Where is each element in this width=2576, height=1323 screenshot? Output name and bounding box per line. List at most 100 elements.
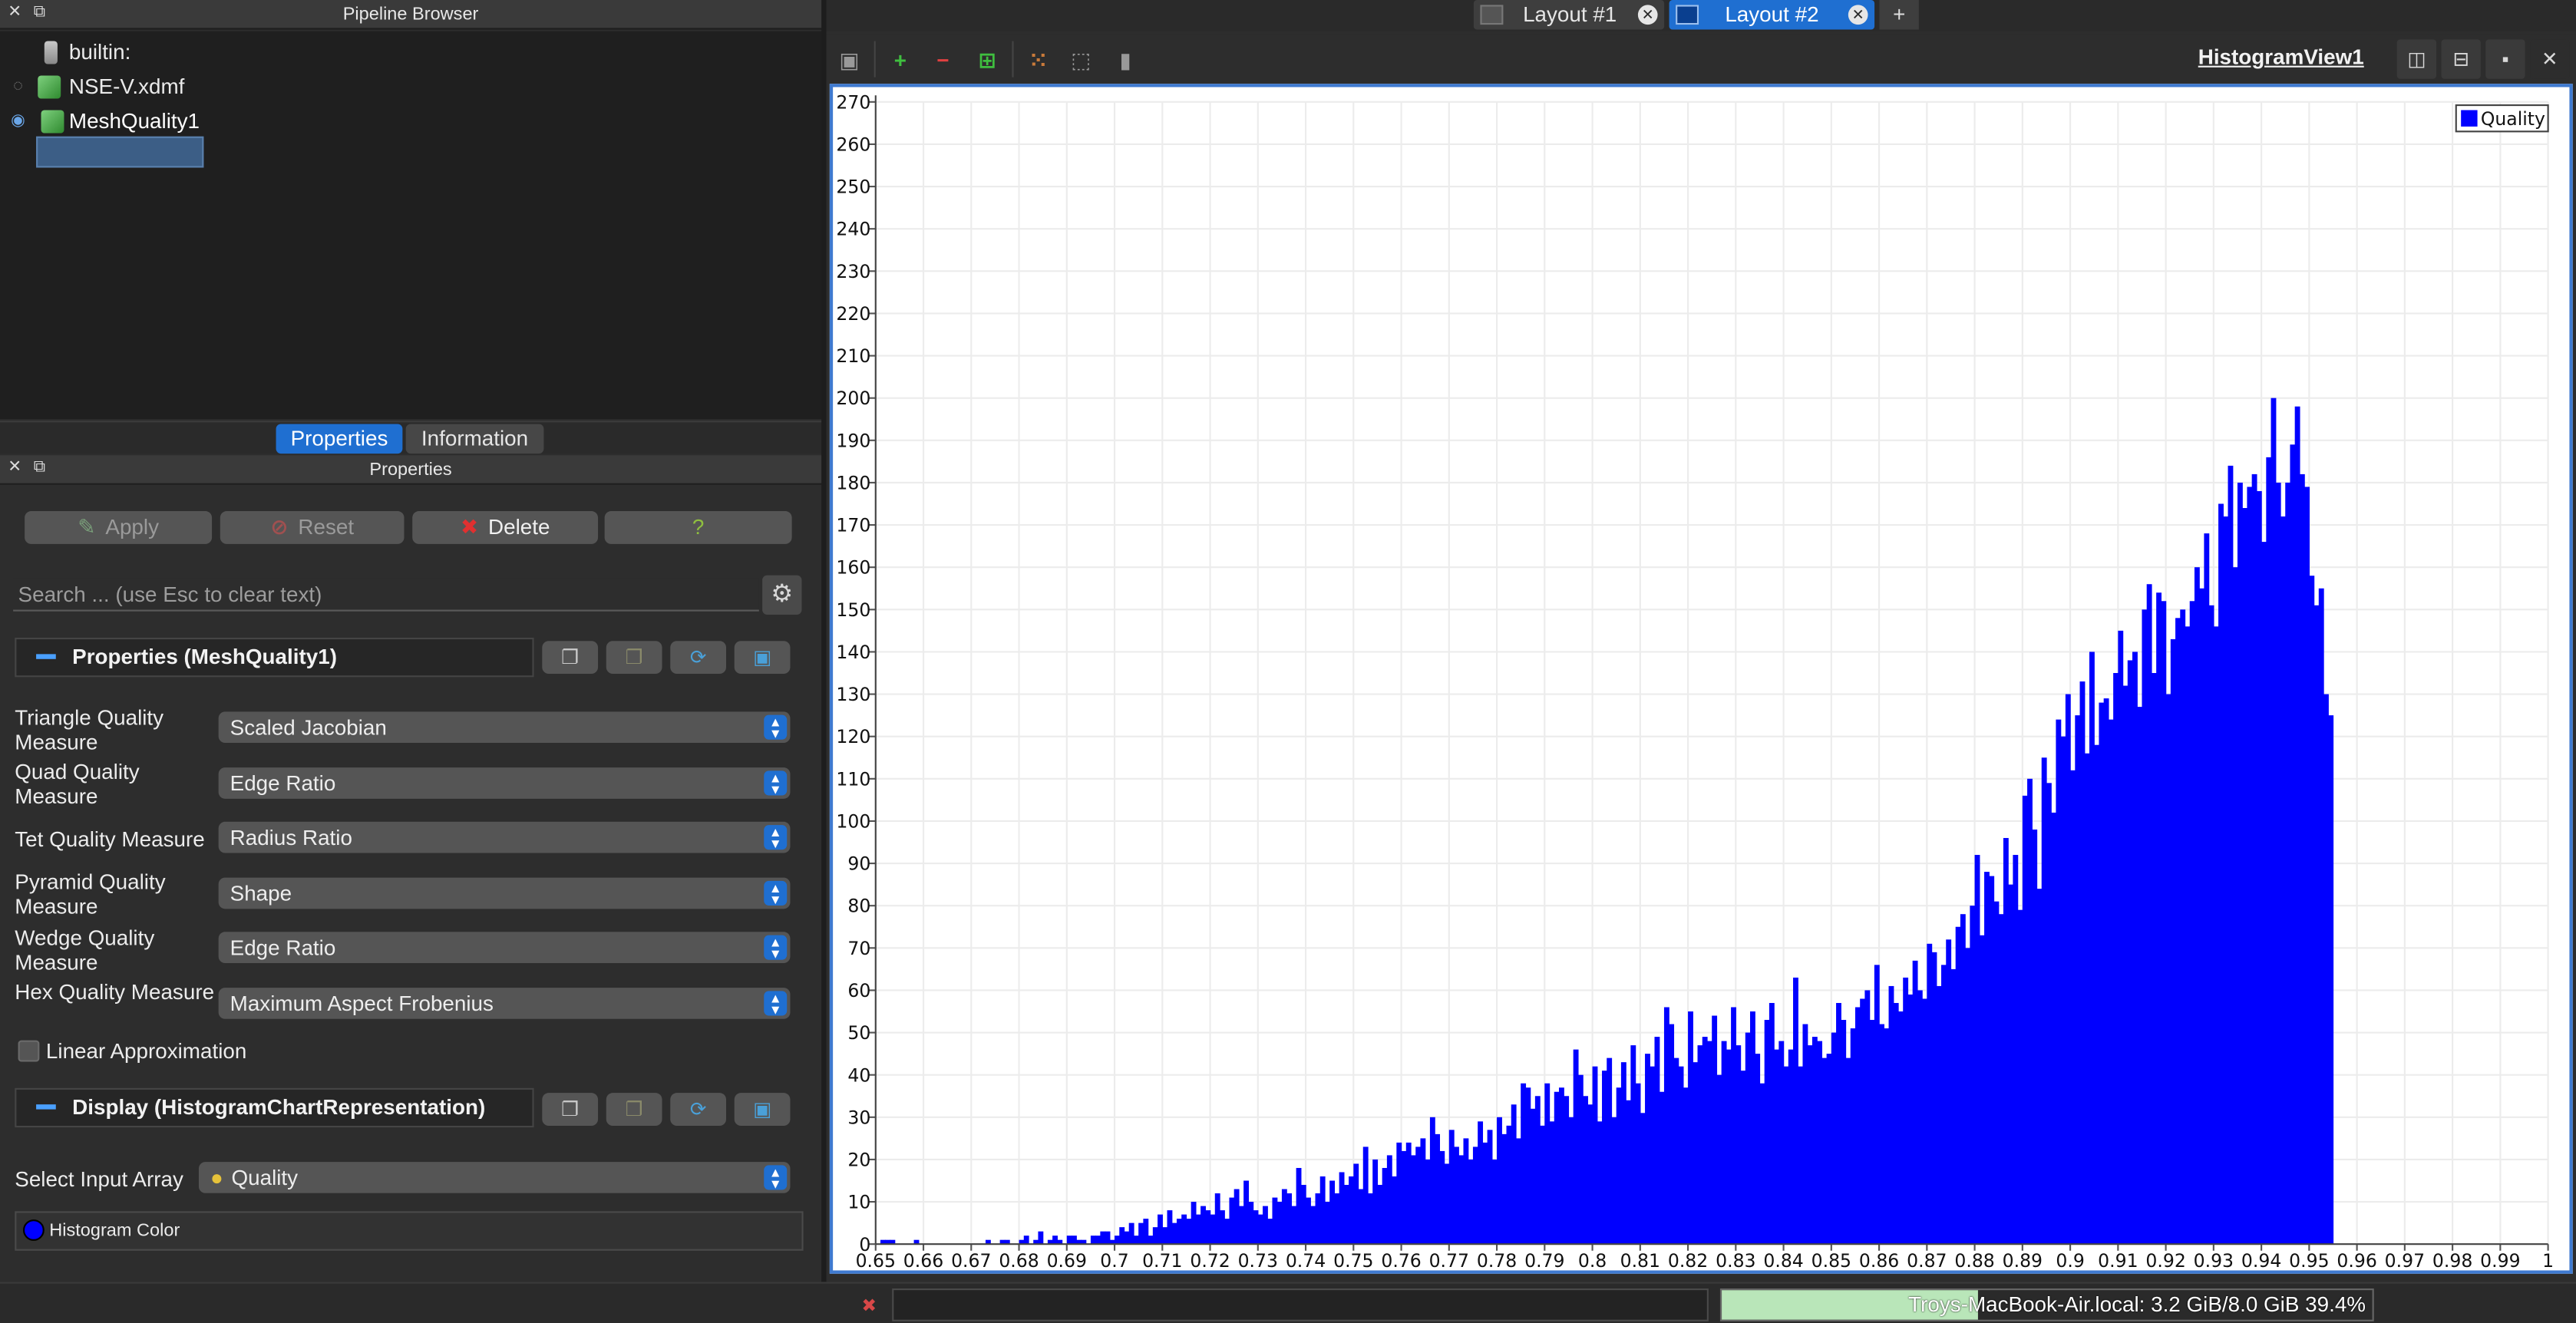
pipeline-tree[interactable]: builtin: ◌ NSE-V.xdmf ◉ MeshQuality1 bbox=[0, 31, 822, 420]
histogram-bar bbox=[1329, 1180, 1336, 1245]
histogram-bar bbox=[1525, 1087, 1531, 1245]
histogram-color-button[interactable]: Histogram Color bbox=[15, 1211, 804, 1251]
histogram-bar bbox=[1965, 948, 1971, 1245]
tab-label: Layout #1 bbox=[1523, 2, 1617, 27]
split-vertical-icon[interactable]: ⊟ bbox=[2441, 39, 2481, 79]
eye-hidden-icon[interactable]: ◌ bbox=[13, 77, 23, 96]
close-tab-icon[interactable]: ✕ bbox=[1848, 5, 1868, 25]
histogram-bar bbox=[2046, 783, 2052, 1245]
pyramid-quality-select[interactable]: Shape ▲ ▼ bbox=[218, 877, 791, 909]
chart-axes: 0 10 20 30 40 50 60 70 80 90 100 110 120 130 140 150 160… bbox=[836, 91, 2554, 1270]
histogram-bar bbox=[1534, 1096, 1541, 1245]
trash-icon[interactable]: ▮ bbox=[1119, 48, 1131, 73]
eye-visible-icon[interactable]: ◉ bbox=[11, 111, 25, 130]
histogram-view[interactable]: 0 10 20 30 40 50 60 70 80 90 100 110 120 130 140 150 160… bbox=[829, 84, 2573, 1274]
paste-icon[interactable]: ❐ bbox=[606, 1093, 662, 1127]
color-swatch-icon bbox=[22, 1219, 45, 1241]
histogram-bar bbox=[2223, 516, 2229, 1245]
undock-icon[interactable]: ⧉ bbox=[33, 3, 45, 21]
quad-quality-select[interactable]: Edge Ratio ▲ ▼ bbox=[218, 767, 791, 799]
error-icon[interactable]: ✖ bbox=[861, 1296, 877, 1317]
close-icon[interactable]: ✕ bbox=[8, 3, 22, 21]
gear-icon[interactable]: ⚙ bbox=[762, 575, 802, 615]
pipeline-item-builtin[interactable]: builtin: bbox=[0, 38, 329, 68]
tab-properties[interactable]: Properties bbox=[276, 424, 403, 454]
select-points-icon[interactable]: ⁙ bbox=[1029, 48, 1048, 73]
chevron-updown-icon: ▲ ▼ bbox=[764, 714, 788, 741]
x-tick-label: 0.67 bbox=[951, 1250, 991, 1270]
histogram-bar bbox=[1549, 1121, 1555, 1245]
close-icon[interactable]: ✕ bbox=[8, 458, 22, 477]
save-defaults-icon[interactable]: ▣ bbox=[734, 641, 791, 675]
copy-icon[interactable]: ❐ bbox=[542, 641, 599, 675]
histogram-bar bbox=[1568, 1117, 1574, 1245]
histogram-bar bbox=[1057, 1239, 1063, 1245]
pipeline-item-nse-v[interactable]: ◌ NSE-V.xdmf bbox=[0, 72, 329, 102]
maximize-icon[interactable]: ▪ bbox=[2485, 39, 2525, 79]
linear-approximation-checkbox[interactable] bbox=[18, 1040, 40, 1062]
x-tick-label: 0.69 bbox=[1047, 1250, 1087, 1270]
histogram-bar bbox=[999, 1239, 1006, 1245]
close-view-icon[interactable]: ✕ bbox=[2530, 39, 2570, 79]
tet-quality-select[interactable]: Radius Ratio ▲ ▼ bbox=[218, 821, 791, 853]
histogram-bar bbox=[2290, 444, 2296, 1245]
camera-icon[interactable]: ▣ bbox=[839, 48, 860, 73]
collapse-icon[interactable] bbox=[36, 1104, 56, 1109]
pipeline-item-meshquality1[interactable]: ◉ MeshQuality1 bbox=[0, 107, 329, 137]
tab-layout-1[interactable]: Layout #1 ✕ bbox=[1473, 0, 1665, 30]
zoom-add-icon[interactable]: + bbox=[893, 48, 907, 73]
tab-information[interactable]: Information bbox=[405, 424, 544, 454]
wedge-quality-select[interactable]: Edge Ratio ▲ ▼ bbox=[218, 932, 791, 963]
histogram-bar bbox=[1716, 1074, 1722, 1245]
paste-icon[interactable]: ❐ bbox=[606, 641, 662, 675]
search-input[interactable]: Search ... (use Esc to clear text) bbox=[13, 578, 759, 612]
histogram-bars bbox=[880, 398, 2334, 1245]
memory-indicator[interactable]: Troys-MacBook-Air.local: 3.2 GiB/8.0 GiB… bbox=[1719, 1288, 2374, 1321]
collapse-icon[interactable] bbox=[36, 653, 56, 658]
delete-button[interactable]: ✖ Delete bbox=[412, 511, 599, 544]
histogram-bar bbox=[2275, 482, 2281, 1245]
histogram-bar bbox=[1683, 1087, 1689, 1245]
restore-defaults-icon[interactable]: ⟳ bbox=[670, 1093, 727, 1127]
histogram-bar bbox=[1133, 1236, 1139, 1245]
histogram-bar bbox=[1893, 1002, 1899, 1245]
histogram-bar bbox=[1764, 1020, 1770, 1245]
histogram-bar bbox=[885, 1239, 891, 1245]
x-tick-label: 0.88 bbox=[1954, 1250, 1994, 1270]
histogram-bar bbox=[2204, 533, 2210, 1245]
apply-button[interactable]: ✎ Apply bbox=[25, 511, 213, 544]
histogram-bar bbox=[1850, 1028, 1856, 1245]
reset-button[interactable]: ⊘ Reset bbox=[220, 511, 405, 544]
copy-icon[interactable]: ❐ bbox=[542, 1093, 599, 1127]
triangle-quality-select[interactable]: Scaled Jacobian ▲ ▼ bbox=[218, 711, 791, 744]
hex-quality-select[interactable]: Maximum Aspect Frobenius ▲ ▼ bbox=[218, 988, 791, 1019]
histogram-bar bbox=[2051, 812, 2057, 1245]
histogram-chart[interactable]: 0 10 20 30 40 50 60 70 80 90 100 110 120 130 140 150 160… bbox=[833, 87, 2569, 1271]
zoom-remove-icon[interactable]: − bbox=[936, 48, 949, 73]
view-title[interactable]: HistogramView1 bbox=[2198, 44, 2364, 69]
split-horizontal-icon[interactable]: ◫ bbox=[2396, 39, 2437, 79]
select-add-icon[interactable]: ⊞ bbox=[978, 48, 996, 73]
close-tab-icon[interactable]: ✕ bbox=[1637, 5, 1658, 25]
add-layout-button[interactable]: + bbox=[1879, 0, 1919, 30]
select-region-icon[interactable]: ⬚ bbox=[1071, 48, 1091, 73]
panel-tab-bar: Properties Information bbox=[0, 421, 822, 454]
chevron-updown-icon: ▲ ▼ bbox=[764, 1165, 788, 1191]
restore-defaults-icon[interactable]: ⟳ bbox=[670, 641, 727, 675]
help-button[interactable]: ? bbox=[604, 511, 792, 544]
y-tick-label: 90 bbox=[847, 853, 870, 875]
histogram-bar bbox=[1515, 1138, 1521, 1245]
histogram-bar bbox=[1386, 1155, 1392, 1245]
tab-layout-2[interactable]: Layout #2 ✕ bbox=[1669, 0, 1875, 30]
histogram-bar bbox=[1081, 1239, 1087, 1245]
pane-splitter[interactable] bbox=[821, 0, 827, 1282]
x-tick-label: 0.91 bbox=[2098, 1250, 2138, 1270]
save-defaults-icon[interactable]: ▣ bbox=[734, 1093, 791, 1127]
display-section-header[interactable]: Display (HistogramChartRepresentation) bbox=[15, 1087, 534, 1128]
chart-legend[interactable]: Quality bbox=[2455, 104, 2549, 133]
properties-section-header[interactable]: Properties (MeshQuality1) bbox=[15, 637, 534, 678]
input-array-select[interactable]: ● Quality ▲ ▼ bbox=[198, 1162, 791, 1193]
histogram-bar bbox=[2266, 457, 2272, 1245]
histogram-bar bbox=[2294, 406, 2300, 1245]
undock-icon[interactable]: ⧉ bbox=[33, 458, 45, 477]
